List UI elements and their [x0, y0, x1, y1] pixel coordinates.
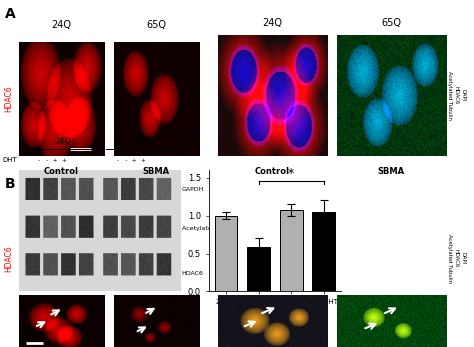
Text: HDAC6: HDAC6 — [4, 85, 13, 112]
Text: 24Q: 24Q — [263, 18, 283, 28]
Text: -   -  +  +: - - + + — [38, 158, 67, 163]
Text: Control: Control — [255, 167, 290, 176]
Text: 24Q: 24Q — [54, 137, 71, 146]
Text: Acetylated Tub: Acetylated Tub — [182, 226, 228, 231]
Bar — [312, 212, 335, 291]
Bar — [280, 210, 302, 291]
Text: A: A — [5, 7, 16, 21]
Text: SBMA: SBMA — [143, 167, 170, 176]
Text: B: B — [5, 177, 15, 191]
Text: -   -  +  +: - - + + — [117, 158, 146, 163]
Text: HDAC6: HDAC6 — [4, 245, 13, 272]
Text: 65Q: 65Q — [133, 137, 150, 146]
Bar — [247, 247, 270, 291]
Text: DHT: DHT — [2, 157, 18, 163]
Text: GAPDH: GAPDH — [182, 187, 204, 192]
Text: DAPI
HDAC6
Acetylated Tubulin: DAPI HDAC6 Acetylated Tubulin — [447, 234, 465, 283]
Text: HDAC6: HDAC6 — [182, 271, 204, 276]
Bar — [215, 215, 237, 291]
Text: 65Q: 65Q — [381, 18, 401, 28]
Text: SBMA: SBMA — [377, 167, 405, 176]
Text: DAPI
HDAC6
Acetylated Tubulin: DAPI HDAC6 Acetylated Tubulin — [447, 71, 465, 120]
Text: Control: Control — [44, 167, 79, 176]
Text: *: * — [288, 167, 294, 180]
Text: 24Q: 24Q — [52, 20, 72, 30]
Text: 65Q: 65Q — [146, 20, 166, 30]
